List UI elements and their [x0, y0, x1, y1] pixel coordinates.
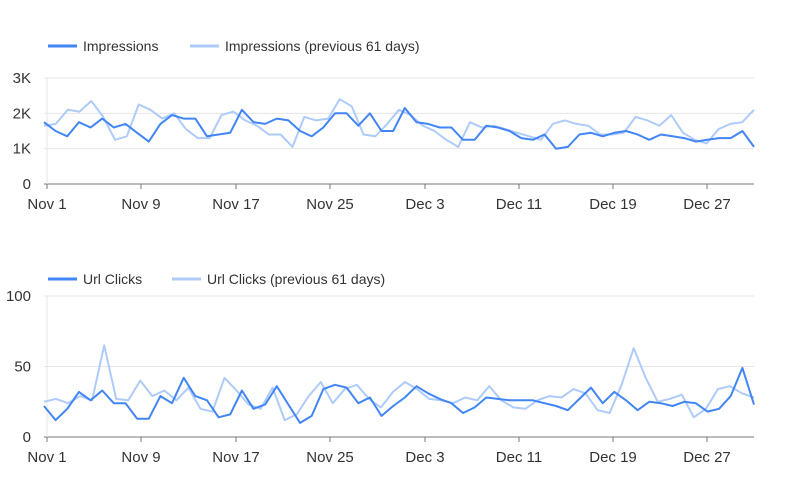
x-tick-label: Dec 19 — [589, 449, 637, 466]
series-line-1 — [43, 98, 755, 148]
y-tick-label: 0 — [23, 429, 31, 446]
x-tick-label: Dec 27 — [683, 196, 731, 213]
impressions-chart: 0 1K 2K 3K Nov 1 Nov 9 Nov 17 Nov 25 Dec 3 Dec 11… — [13, 38, 755, 213]
x-tick-label: Nov 17 — [212, 449, 260, 466]
y-tick-label: 50 — [14, 359, 31, 376]
x-tick-label: Nov 1 — [27, 449, 66, 466]
y-tick-label: 3K — [13, 70, 31, 87]
x-tick-label: Nov 9 — [121, 449, 160, 466]
x-tick-label: Nov 17 — [212, 196, 260, 213]
legend-label: Url Clicks — [83, 271, 142, 287]
legend-label: Url Clicks (previous 61 days) — [207, 271, 385, 287]
y-tick-label: 2K — [13, 105, 31, 122]
y-tick-label: 100 — [6, 288, 31, 305]
url-clicks-chart: 0 50 100 Nov 1 Nov 9 Nov 17 Nov 25 Dec 3 Dec 11 D… — [6, 271, 755, 466]
y-tick-label: 0 — [23, 176, 31, 193]
x-tick-label: Dec 3 — [405, 196, 444, 213]
x-tick-label: Dec 11 — [496, 196, 542, 213]
series-line-0 — [43, 107, 755, 150]
x-tick-label: Dec 3 — [405, 449, 444, 466]
y-tick-label: 1K — [13, 141, 31, 158]
x-tick-label: Nov 25 — [306, 196, 354, 213]
series-line-1 — [43, 344, 755, 422]
x-tick-label: Nov 9 — [121, 196, 160, 213]
x-tick-label: Nov 25 — [306, 449, 354, 466]
x-tick-label: Dec 19 — [589, 196, 637, 213]
legend-label: Impressions (previous 61 days) — [225, 38, 420, 54]
x-tick-label: Dec 27 — [683, 449, 731, 466]
x-tick-label: Dec 11 — [496, 449, 542, 466]
x-tick-label: Nov 1 — [27, 196, 66, 213]
legend-label: Impressions — [83, 38, 158, 54]
series-line-0 — [43, 366, 755, 424]
